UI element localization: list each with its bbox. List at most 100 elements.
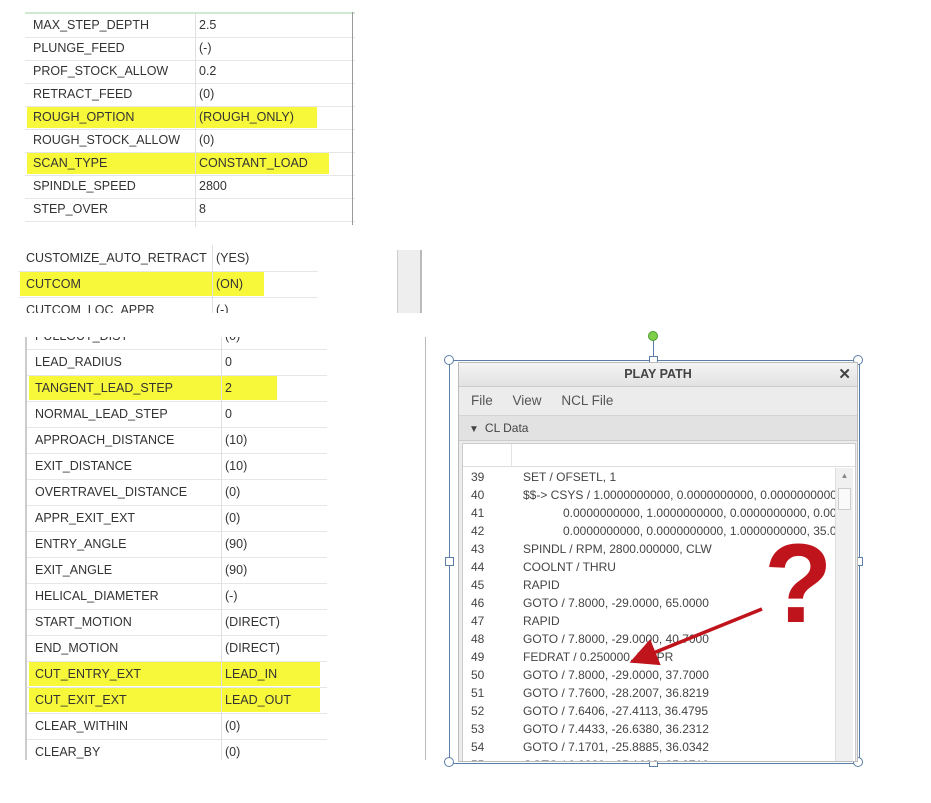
param-value[interactable]: (-) xyxy=(216,303,229,313)
window-titlebar: PLAY PATH ✕ xyxy=(459,363,857,387)
table-row[interactable]: PULLOUT_DIST (0) xyxy=(27,337,327,350)
question-mark-annotation: ? xyxy=(764,521,833,646)
table-row[interactable]: CLEAR_BY (0) xyxy=(27,739,327,760)
param-value[interactable]: (10) xyxy=(225,433,248,447)
table-row[interactable]: ROUGH_STOCK_ALLOW (0) xyxy=(25,129,355,153)
param-name: NORMAL_LEAD_STEP xyxy=(35,407,168,421)
param-value[interactable]: (0) xyxy=(199,87,215,101)
param-name: CLEAR_BY xyxy=(35,745,101,759)
resize-handle[interactable] xyxy=(444,355,454,365)
table-row[interactable]: PROF_STOCK_ALLOW 0.2 xyxy=(25,60,355,84)
param-value[interactable]: CONSTANT_LOAD xyxy=(199,156,308,170)
cl-data-section[interactable]: ▼ CL Data xyxy=(459,416,857,441)
table-row[interactable]: HELICAL_DIAMETER (-) xyxy=(27,583,327,610)
param-name: APPR_EXIT_EXT xyxy=(35,511,136,525)
table-row[interactable]: CUT_EXIT_EXT LEAD_OUT xyxy=(27,687,327,714)
table-row[interactable]: END_MOTION (DIRECT) xyxy=(27,635,327,662)
table-row[interactable]: EXIT_DISTANCE (10) xyxy=(27,453,327,480)
table-row[interactable]: SPINDLE_SPEED 2800 xyxy=(25,175,355,199)
highlight xyxy=(27,107,317,128)
table-row[interactable]: CLEAR_WITHIN (0) xyxy=(27,713,327,740)
param-value[interactable]: (0) xyxy=(225,337,240,349)
line-text: $$-> CSYS / 1.0000000000, 0.0000000000, … xyxy=(523,488,835,502)
table-row[interactable]: START_MOTION (DIRECT) xyxy=(27,609,327,636)
param-value[interactable]: (0) xyxy=(225,511,241,525)
resize-handle[interactable] xyxy=(853,757,863,767)
menu-bar: File View NCL File xyxy=(459,387,857,416)
table-row[interactable]: LEAD_RADIUS 0 xyxy=(27,349,327,376)
table-row[interactable]: TANGENT_LEAD_STEP 2 xyxy=(27,375,327,402)
table-row[interactable]: APPR_EXIT_EXT (0) xyxy=(27,505,327,532)
table-row[interactable]: CUSTOMIZE_AUTO_RETRACT (YES) xyxy=(18,245,318,272)
param-value[interactable]: 0 xyxy=(225,355,232,369)
param-value[interactable]: (0) xyxy=(199,133,215,147)
menu-ncl-file[interactable]: NCL File xyxy=(561,393,614,408)
table-row[interactable]: STEP_OVER 8 xyxy=(25,198,355,222)
param-value[interactable]: (-) xyxy=(199,41,212,55)
table-row[interactable]: RETRACT_FEED (0) xyxy=(25,83,355,107)
param-value[interactable]: 2 xyxy=(225,381,232,395)
param-value[interactable]: 0.2 xyxy=(199,64,217,78)
section-label: CL Data xyxy=(484,421,529,435)
menu-view[interactable]: View xyxy=(512,393,542,408)
param-name: HELICAL_DIAMETER xyxy=(35,589,159,603)
param-value[interactable]: (10) xyxy=(225,459,248,473)
table-row[interactable]: CUTCOM (ON) xyxy=(18,271,318,298)
param-name: PROF_STOCK_ALLOW xyxy=(33,64,169,78)
table-row[interactable]: MAX_STEP_DEPTH 2.5 xyxy=(25,14,355,38)
param-value[interactable]: (DIRECT) xyxy=(225,615,280,629)
scrollbar[interactable] xyxy=(397,250,422,313)
param-value[interactable]: (ROUGH_ONLY) xyxy=(199,110,294,124)
table-row[interactable]: PLUNGE_FEED (-) xyxy=(25,37,355,61)
line-number: 43 xyxy=(471,542,485,556)
table-row[interactable]: OVERTRAVEL_DISTANCE (0) xyxy=(27,479,327,506)
line-number: 53 xyxy=(471,722,485,736)
param-value[interactable]: (YES) xyxy=(216,251,250,265)
table-row[interactable]: EXIT_ANGLE (90) xyxy=(27,557,327,584)
param-name: ROUGH_STOCK_ALLOW xyxy=(33,133,181,147)
vertical-scrollbar[interactable]: ▲ xyxy=(835,468,853,761)
param-value[interactable]: (DIRECT) xyxy=(225,641,280,655)
param-name: STEP_OVER xyxy=(33,202,109,216)
table-row[interactable]: NORMAL_LEAD_STEP 0 xyxy=(27,401,327,428)
table-row[interactable]: APPROACH_DISTANCE (10) xyxy=(27,427,327,454)
param-value[interactable]: (0) xyxy=(225,485,241,499)
param-name: EXIT_ANGLE xyxy=(35,563,113,577)
table-row[interactable]: CUTCOM_LOC_APPR (-) xyxy=(18,297,318,313)
param-name: START_MOTION xyxy=(35,615,132,629)
param-value[interactable]: LEAD_OUT xyxy=(225,693,291,707)
table-row[interactable]: CUT_ENTRY_EXT LEAD_IN xyxy=(27,661,327,688)
line-text: GOTO / 7.6406, -27.4113, 36.4795 xyxy=(523,704,709,718)
table-row[interactable]: SCAN_TYPE CONSTANT_LOAD xyxy=(25,152,355,176)
close-icon[interactable]: ✕ xyxy=(838,366,851,383)
param-value[interactable]: (-) xyxy=(225,589,238,603)
line-text: 0.0000000000, 1.0000000000, 0.0000000000… xyxy=(563,506,835,520)
param-value[interactable]: LEAD_IN xyxy=(225,667,278,681)
param-value[interactable]: (90) xyxy=(225,537,248,551)
cl-data-list: 39 SET / OFSETL, 1 40 $$-> CSYS / 1.0000000… xyxy=(462,443,856,761)
menu-file[interactable]: File xyxy=(471,393,493,408)
param-value[interactable]: 2800 xyxy=(199,179,227,193)
rotate-handle[interactable] xyxy=(648,331,658,341)
line-text: GOTO / 7.1701, -25.8885, 36.0342 xyxy=(523,740,709,754)
resize-handle[interactable] xyxy=(444,757,454,767)
highlight xyxy=(20,272,264,296)
highlight xyxy=(29,662,320,686)
param-value[interactable]: 8 xyxy=(199,202,206,216)
resize-handle[interactable] xyxy=(445,557,454,566)
param-value[interactable]: (90) xyxy=(225,563,248,577)
param-value[interactable]: (0) xyxy=(225,719,241,733)
param-value[interactable]: 2.5 xyxy=(199,18,217,32)
param-value[interactable]: 0 xyxy=(225,407,232,421)
scroll-thumb[interactable] xyxy=(838,488,851,510)
resize-handle[interactable] xyxy=(853,355,863,365)
table-row[interactable]: ROUGH_OPTION (ROUGH_ONLY) xyxy=(25,106,355,130)
caret-down-icon: ▼ xyxy=(469,424,479,435)
param-name: SCAN_TYPE xyxy=(33,156,108,170)
parameter-table-2: CUSTOMIZE_AUTO_RETRACT (YES) CUTCOM (ON) CUT… xyxy=(18,245,318,313)
scroll-up-icon[interactable]: ▲ xyxy=(840,471,849,480)
param-value[interactable]: (ON) xyxy=(216,277,244,291)
param-value[interactable]: (0) xyxy=(225,745,241,759)
table-row[interactable]: ENTRY_ANGLE (90) xyxy=(27,531,327,558)
